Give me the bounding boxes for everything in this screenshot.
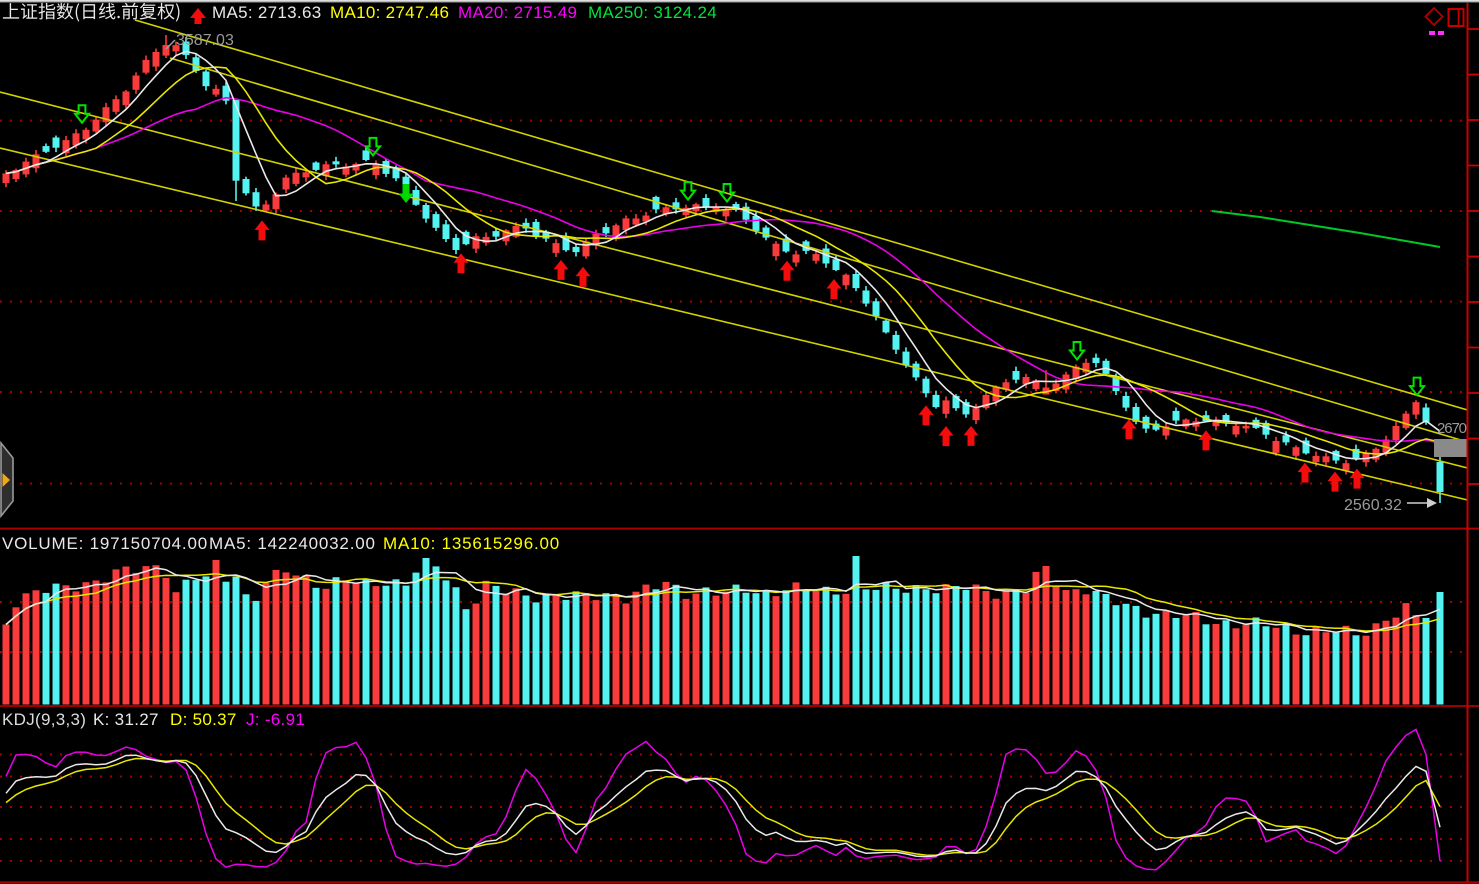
svg-text:K: 31.27: K: 31.27	[93, 710, 159, 729]
svg-text:2560.32: 2560.32	[1344, 497, 1402, 514]
svg-text:MA20: 2715.49: MA20: 2715.49	[458, 3, 577, 22]
svg-text:KDJ(9,3,3): KDJ(9,3,3)	[2, 710, 86, 729]
svg-text:MA250: 3124.24: MA250: 3124.24	[588, 3, 717, 22]
svg-text:2670: 2670	[1437, 420, 1467, 437]
svg-text:D: 50.37: D: 50.37	[170, 710, 237, 729]
svg-text:3587.03: 3587.03	[176, 32, 234, 49]
svg-text:J: -6.91: J: -6.91	[246, 710, 305, 729]
svg-text:MA5: 142240032.00: MA5: 142240032.00	[209, 534, 376, 553]
svg-text:MA10: 2747.46: MA10: 2747.46	[330, 3, 449, 22]
svg-text:MA10: 135615296.00: MA10: 135615296.00	[383, 534, 560, 553]
svg-text:VOLUME: 197150704.00: VOLUME: 197150704.00	[2, 534, 208, 553]
svg-text:MA5: 2713.63: MA5: 2713.63	[212, 3, 321, 22]
